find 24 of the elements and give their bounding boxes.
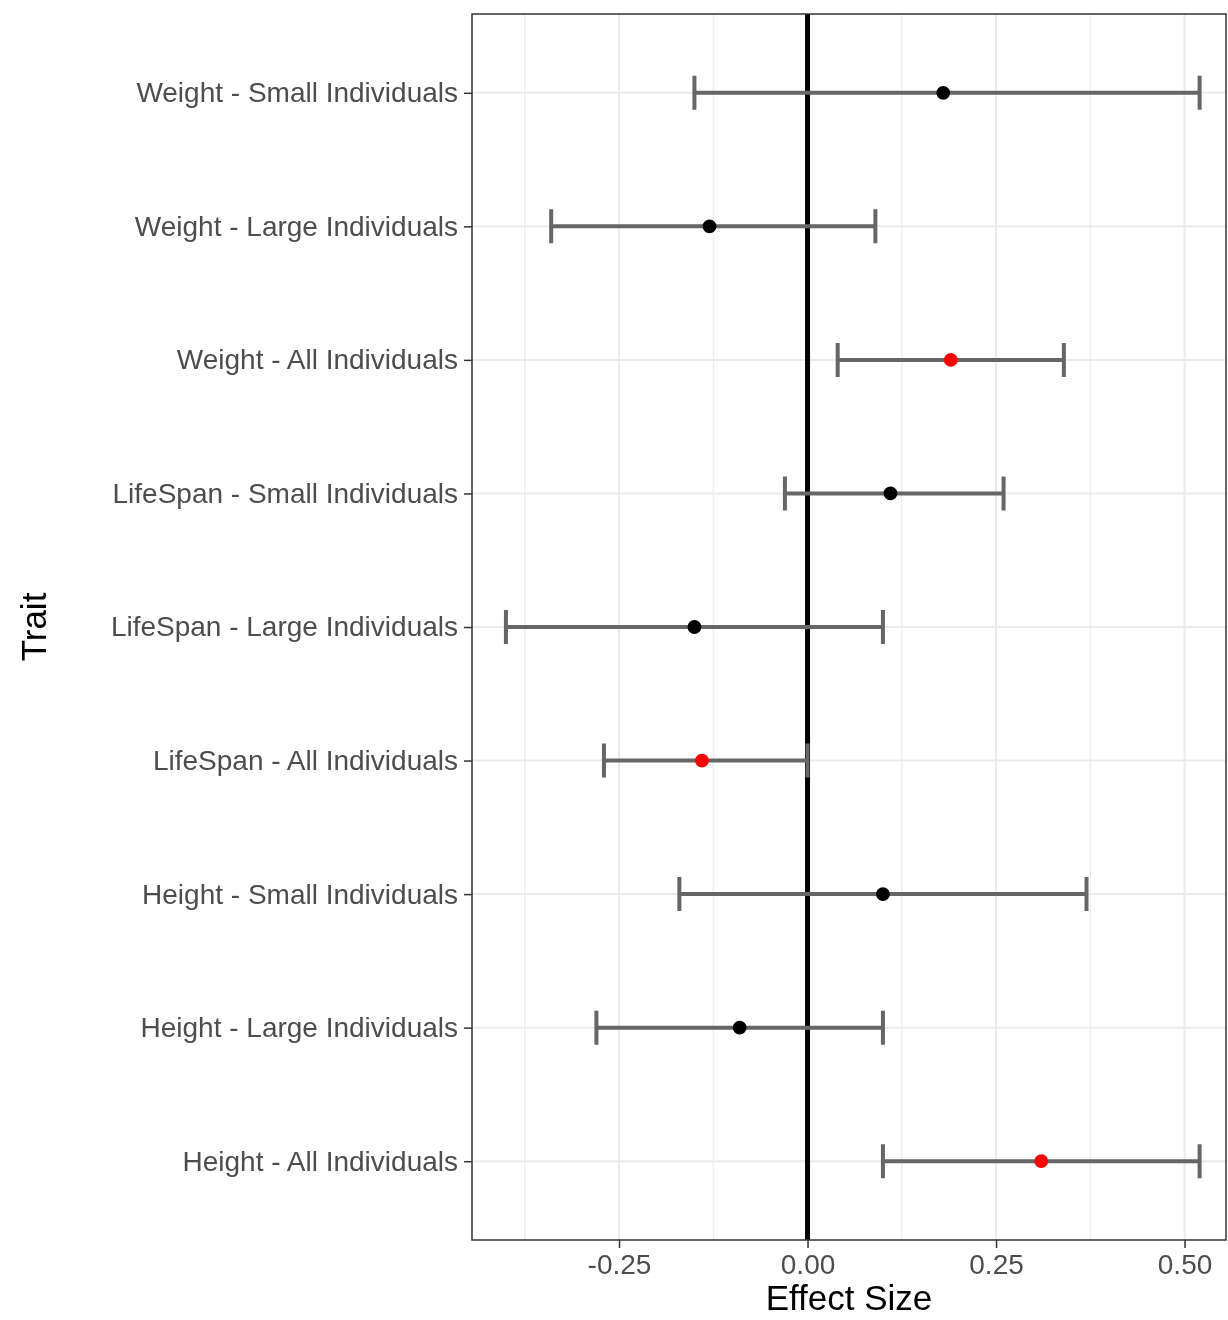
y-tick-label: LifeSpan - Large Individuals [110, 611, 458, 643]
x-axis-title: Effect Size [765, 1278, 933, 1317]
y-tick-label: Weight - Small Individuals [136, 77, 458, 109]
y-tick-label: Height - Large Individuals [140, 1012, 458, 1044]
y-tick-label: LifeSpan - All Individuals [152, 745, 458, 777]
x-tick-label: -0.25 [587, 1248, 652, 1280]
y-tick-label: Height - All Individuals [182, 1145, 458, 1177]
y-tick-label: Weight - All Individuals [176, 344, 458, 376]
point [1034, 1154, 1049, 1169]
y-axis-title: Trait [14, 592, 53, 662]
x-tick-label: 0.25 [969, 1248, 1024, 1280]
x-tick-label: 0.50 [1157, 1248, 1213, 1280]
point [883, 486, 898, 501]
x-tick-label: 0.00 [780, 1248, 836, 1280]
point [943, 353, 958, 367]
point [695, 753, 709, 768]
point [732, 1020, 747, 1035]
point [687, 620, 702, 634]
y-tick-label: LifeSpan - Small Individuals [112, 477, 458, 509]
point [702, 219, 717, 234]
point [876, 887, 890, 901]
y-tick-label: Height - Small Individuals [142, 878, 458, 910]
point [936, 85, 951, 100]
y-tick-label: Weight - Large Individuals [134, 210, 458, 242]
